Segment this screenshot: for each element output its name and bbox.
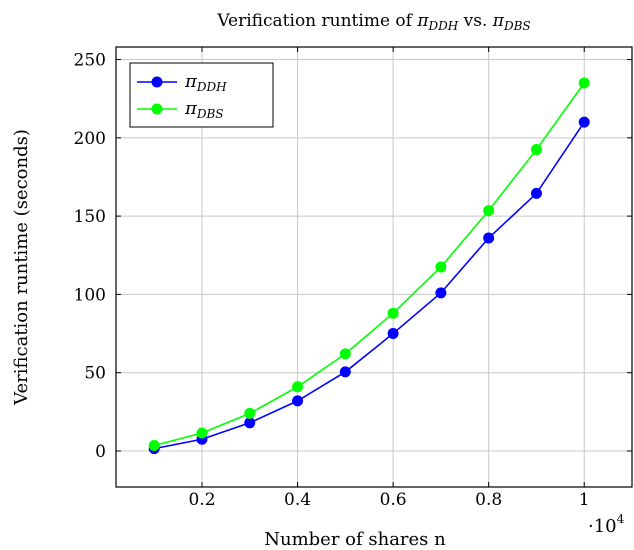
legend-box — [129, 62, 274, 128]
title-prefix: Verification runtime of — [216, 11, 417, 31]
data-point-ddh — [339, 366, 351, 378]
title-subscript-1: DDH — [428, 19, 459, 33]
x-axis-label: Number of shares n — [264, 529, 446, 550]
series-line-dbs — [154, 82, 585, 447]
data-point-ddh — [387, 328, 399, 340]
legend-marker-dbs — [151, 103, 163, 115]
x-multiplier-label: ·104 — [588, 512, 625, 537]
x-multiplier-exponent: 4 — [617, 512, 625, 526]
data-point-dbs — [148, 440, 160, 452]
legend-label-ddh: πDDH — [184, 71, 227, 94]
legend-label-dbs: πDBS — [184, 98, 224, 121]
legend-marker-ddh — [151, 76, 163, 88]
grid-lines — [116, 47, 632, 487]
data-point-ddh — [578, 116, 590, 128]
chart-title: Verification runtime of πDDH vs. πDBS — [216, 11, 530, 33]
data-point-ddh — [244, 417, 256, 429]
legend-subscript: DBS — [196, 107, 224, 121]
y-tick-label: 200 — [74, 129, 106, 149]
title-symbol-2: π — [492, 11, 505, 31]
data-point-ddh — [483, 232, 495, 244]
y-tick-label: 0 — [95, 442, 106, 462]
y-tick-label: 150 — [74, 207, 106, 227]
y-tick-label: 100 — [74, 285, 106, 305]
y-tick-label: 250 — [74, 51, 106, 71]
data-point-dbs — [435, 261, 447, 273]
x-tick-label: 0.8 — [475, 490, 502, 510]
series-layer — [148, 77, 590, 455]
data-point-ddh — [435, 287, 447, 299]
x-tick-label: 0.2 — [188, 490, 215, 510]
legend-subscript: DDH — [196, 80, 227, 94]
title-subscript-2: DBS — [503, 19, 531, 33]
axis-ticks: 0.2 0.4 0.6 0.8 1 0 50 100 150 200 250 — [74, 47, 632, 510]
x-tick-label: 1 — [579, 490, 590, 510]
data-point-dbs — [387, 307, 399, 319]
data-point-dbs — [292, 381, 304, 393]
x-tick-label: 0.6 — [380, 490, 407, 510]
y-axis-label: Verification runtime (seconds) — [11, 129, 32, 406]
data-point-ddh — [530, 187, 542, 199]
data-point-dbs — [244, 407, 256, 419]
x-multiplier-base: ·10 — [588, 516, 617, 537]
data-point-dbs — [483, 205, 495, 217]
data-point-ddh — [292, 395, 304, 407]
series-line-ddh — [154, 121, 585, 450]
title-middle: vs. — [458, 11, 493, 31]
title-symbol-1: π — [416, 11, 429, 31]
data-point-dbs — [578, 77, 590, 89]
y-tick-label: 50 — [84, 364, 106, 384]
x-tick-label: 0.4 — [284, 490, 311, 510]
data-point-dbs — [339, 348, 351, 360]
data-point-dbs — [530, 144, 542, 156]
plot-frame — [115, 46, 633, 488]
legend-symbol: π — [184, 98, 198, 119]
data-point-dbs — [196, 427, 208, 439]
legend-symbol: π — [184, 71, 198, 92]
